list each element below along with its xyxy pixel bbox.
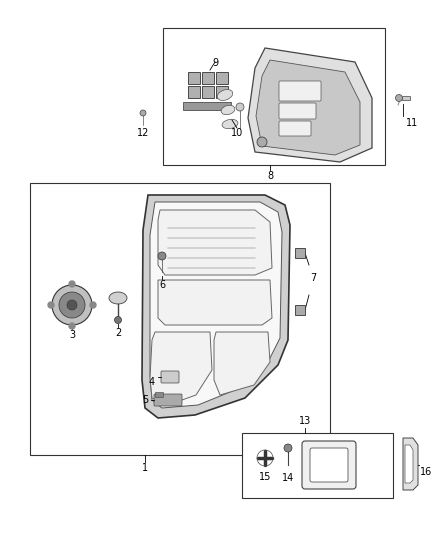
Bar (188, 72, 200, 84)
Text: 12: 12 (137, 128, 149, 138)
Bar (155, 392, 163, 397)
PathPatch shape (158, 280, 272, 325)
Bar (295, 305, 305, 315)
FancyBboxPatch shape (279, 103, 316, 119)
Text: 11: 11 (406, 118, 418, 128)
Circle shape (396, 94, 403, 101)
Text: 13: 13 (299, 416, 311, 426)
PathPatch shape (248, 48, 372, 162)
Text: 3: 3 (69, 330, 75, 340)
Circle shape (69, 281, 75, 287)
Text: 4: 4 (149, 377, 155, 387)
Text: 7: 7 (310, 273, 316, 283)
Circle shape (59, 292, 85, 318)
Circle shape (236, 103, 244, 111)
Text: 1: 1 (142, 463, 148, 473)
PathPatch shape (150, 332, 212, 405)
Circle shape (257, 137, 267, 147)
Circle shape (48, 302, 54, 308)
Bar (202, 72, 214, 84)
Text: 10: 10 (231, 128, 243, 138)
PathPatch shape (403, 438, 418, 490)
PathPatch shape (158, 210, 272, 275)
Ellipse shape (222, 119, 238, 128)
Text: 15: 15 (259, 472, 271, 482)
PathPatch shape (150, 202, 282, 408)
FancyBboxPatch shape (310, 448, 348, 482)
Ellipse shape (221, 106, 235, 115)
FancyBboxPatch shape (161, 371, 179, 383)
Circle shape (114, 317, 121, 324)
Bar (216, 86, 228, 98)
Bar (202, 86, 214, 98)
Bar (188, 86, 200, 98)
Text: 9: 9 (212, 58, 218, 68)
Text: 6: 6 (159, 280, 165, 290)
Bar (30, 183, 330, 455)
Text: 16: 16 (420, 467, 432, 477)
PathPatch shape (214, 332, 270, 395)
Bar (216, 72, 228, 84)
Bar (295, 248, 305, 258)
Text: 8: 8 (267, 171, 273, 181)
Ellipse shape (109, 292, 127, 304)
Bar (242, 433, 393, 498)
PathPatch shape (256, 60, 360, 155)
Text: 2: 2 (115, 328, 121, 338)
Circle shape (90, 302, 96, 308)
Text: 14: 14 (282, 473, 294, 483)
Ellipse shape (217, 90, 233, 100)
Circle shape (69, 323, 75, 329)
Bar (402, 96, 410, 100)
Circle shape (284, 444, 292, 452)
Bar (163, 28, 385, 165)
Circle shape (67, 300, 77, 310)
Text: 5: 5 (142, 395, 148, 405)
FancyBboxPatch shape (279, 121, 311, 136)
Bar (183, 102, 231, 110)
Circle shape (52, 285, 92, 325)
Circle shape (158, 252, 166, 260)
PathPatch shape (142, 195, 290, 418)
FancyBboxPatch shape (302, 441, 356, 489)
Circle shape (140, 110, 146, 116)
FancyBboxPatch shape (154, 394, 182, 406)
PathPatch shape (405, 445, 413, 483)
FancyBboxPatch shape (279, 81, 321, 101)
